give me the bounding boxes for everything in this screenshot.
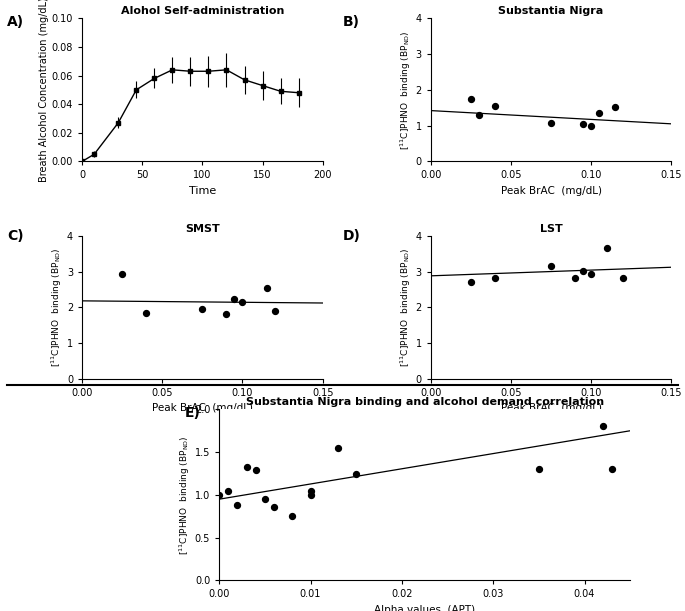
Y-axis label: $[^{11}$C$]$PHNO  binding (BP$_\mathrm{ND}$): $[^{11}$C$]$PHNO binding (BP$_\mathrm{ND… <box>177 435 192 555</box>
Point <box>465 94 476 104</box>
Point <box>250 465 261 475</box>
Point <box>351 469 362 478</box>
Point <box>197 304 208 314</box>
Point <box>305 486 316 496</box>
Point <box>214 490 225 500</box>
Point <box>237 297 248 307</box>
Point <box>597 422 608 431</box>
Point <box>221 309 232 318</box>
Point <box>260 494 271 504</box>
Point <box>490 101 501 111</box>
Point <box>117 269 128 279</box>
Title: SMST: SMST <box>185 224 220 233</box>
Point <box>490 273 501 282</box>
Point <box>545 262 556 271</box>
Title: Substantia Nigra binding and alcohol demand correlation: Substantia Nigra binding and alcohol dem… <box>246 397 603 407</box>
Title: LST: LST <box>540 224 562 233</box>
Y-axis label: $[^{11}$C$]$PHNO  binding (BP$_\mathrm{ND}$): $[^{11}$C$]$PHNO binding (BP$_\mathrm{ND… <box>399 30 413 150</box>
Point <box>586 269 597 279</box>
Point <box>232 500 243 510</box>
X-axis label: Alpha values  (APT): Alpha values (APT) <box>374 605 475 611</box>
X-axis label: Peak BrAC  (mg/dL): Peak BrAC (mg/dL) <box>501 403 601 414</box>
Point <box>601 243 612 252</box>
Point <box>269 306 280 316</box>
Point <box>577 119 588 129</box>
Text: C): C) <box>7 229 23 243</box>
X-axis label: Time: Time <box>189 186 216 196</box>
Point <box>305 490 316 500</box>
Text: D): D) <box>342 229 360 243</box>
Point <box>586 121 597 131</box>
Point <box>287 511 298 521</box>
Point <box>577 266 588 276</box>
Point <box>545 118 556 128</box>
Title: Alohol Self-administration: Alohol Self-administration <box>121 6 284 16</box>
Point <box>465 277 476 287</box>
Point <box>261 283 272 293</box>
Point <box>534 464 545 474</box>
Y-axis label: $[^{11}$C$]$PHNO  binding (BP$_\mathrm{ND}$): $[^{11}$C$]$PHNO binding (BP$_\mathrm{ND… <box>399 247 413 367</box>
Point <box>223 486 234 496</box>
Point <box>618 273 629 283</box>
Point <box>269 502 279 512</box>
Point <box>332 443 343 453</box>
Point <box>141 308 152 318</box>
Y-axis label: $[^{11}$C$]$PHNO  binding (BP$_\mathrm{ND}$): $[^{11}$C$]$PHNO binding (BP$_\mathrm{ND… <box>50 247 64 367</box>
X-axis label: Peak BrAC  (mg/dL): Peak BrAC (mg/dL) <box>152 403 253 414</box>
Point <box>570 273 581 282</box>
Point <box>241 462 252 472</box>
Text: B): B) <box>342 15 360 29</box>
Point <box>229 295 240 304</box>
Point <box>610 102 621 112</box>
X-axis label: Peak BrAC  (mg/dL): Peak BrAC (mg/dL) <box>501 186 601 196</box>
Point <box>594 108 605 118</box>
Text: E): E) <box>185 406 201 420</box>
Y-axis label: Breath Alcohol Concentration (mg/dL): Breath Alcohol Concentration (mg/dL) <box>39 0 49 182</box>
Point <box>606 464 617 474</box>
Point <box>473 110 484 120</box>
Title: Substantia Nigra: Substantia Nigra <box>499 6 603 16</box>
Text: A): A) <box>7 15 24 29</box>
